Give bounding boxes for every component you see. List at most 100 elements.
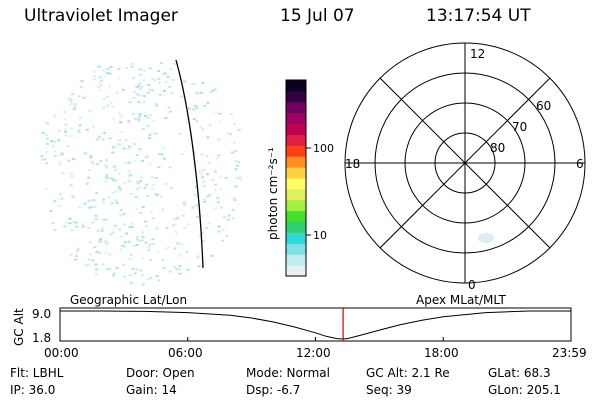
emission-pixel <box>69 101 73 104</box>
emission-pixel <box>130 222 134 225</box>
emission-pixel <box>82 96 86 99</box>
emission-pixel <box>148 67 152 70</box>
geographic-image <box>40 59 243 286</box>
emission-pixel <box>216 196 220 199</box>
emission-pixel <box>79 85 83 88</box>
emission-pixel <box>187 223 190 226</box>
emission-pixel <box>135 180 139 183</box>
emission-pixel <box>115 91 119 94</box>
emission-pixel <box>150 211 154 214</box>
emission-pixel <box>143 115 147 117</box>
info-dsp: Dsp: -6.7 <box>246 383 300 397</box>
emission-pixel <box>155 194 159 197</box>
emission-pixel <box>87 176 91 179</box>
emission-pixel <box>95 218 98 221</box>
emission-pixel <box>114 199 118 202</box>
emission-pixel <box>138 82 142 85</box>
emission-pixel <box>139 74 143 76</box>
colorbar: 100 10 photon cm⁻²s⁻¹ <box>266 79 334 277</box>
emission-pixel <box>83 202 87 205</box>
emission-pixel <box>88 253 92 256</box>
emission-pixel <box>198 92 202 95</box>
colorbar-cell <box>286 199 306 212</box>
emission-pixel <box>213 88 217 91</box>
emission-pixel <box>73 106 77 108</box>
colorbar-cell <box>286 188 306 201</box>
emission-pixel <box>57 140 61 143</box>
emission-pixel <box>142 69 146 72</box>
emission-pixel <box>105 72 109 75</box>
emission-pixel <box>201 176 205 179</box>
info-ip: IP: 36.0 <box>10 383 55 397</box>
emission-pixel <box>133 117 136 120</box>
emission-pixel <box>138 113 142 115</box>
emission-pixel <box>58 161 62 164</box>
emission-pixel <box>202 169 206 172</box>
emission-pixel <box>206 136 210 139</box>
emission-pixel <box>64 123 68 126</box>
emission-pixel <box>170 92 174 95</box>
emission-pixel <box>131 113 135 116</box>
emission-pixel <box>106 268 110 271</box>
emission-pixel <box>109 73 113 75</box>
emission-pixel <box>129 193 133 195</box>
emission-pixel <box>152 120 156 123</box>
emission-pixel <box>132 77 136 80</box>
emission-pixel <box>143 156 147 159</box>
emission-pixel <box>237 160 241 163</box>
emission-pixel <box>192 117 196 120</box>
emission-pixel <box>234 150 237 153</box>
emission-pixel <box>117 186 121 189</box>
emission-pixel <box>41 131 45 134</box>
info-gain: Gain: 14 <box>126 383 177 397</box>
emission-pixel <box>133 159 137 162</box>
emission-pixel <box>221 229 225 232</box>
emission-pixel <box>69 172 73 175</box>
emission-pixel <box>196 257 200 259</box>
emission-pixel <box>128 225 132 228</box>
emission-pixel <box>178 254 182 257</box>
emission-pixel <box>93 77 97 80</box>
emission-pixel <box>223 216 226 219</box>
emission-pixel <box>119 121 123 123</box>
xtick-label-2359: 23:59 <box>552 346 587 360</box>
emission-pixel <box>105 174 109 177</box>
gcalt-series-line <box>60 310 571 340</box>
emission-pixel <box>148 133 152 136</box>
emission-pixel <box>52 141 56 143</box>
emission-pixel <box>127 180 131 183</box>
emission-pixel <box>137 119 141 122</box>
emission-pixel <box>213 188 217 191</box>
emission-pixel <box>73 103 77 106</box>
emission-pixel <box>104 251 108 254</box>
emission-pixel <box>132 96 136 99</box>
emission-pixel <box>127 120 131 123</box>
emission-pixel <box>99 84 103 87</box>
emission-pixel <box>200 91 203 94</box>
emission-pixel <box>117 77 121 80</box>
emission-pixel <box>119 115 123 118</box>
emission-pixel <box>132 244 136 247</box>
emission-pixel <box>69 99 73 102</box>
emission-pixel <box>234 160 238 163</box>
emission-pixel <box>127 240 131 243</box>
emission-pixel <box>141 159 145 162</box>
emission-pixel <box>185 118 189 121</box>
emission-pixel <box>148 243 152 246</box>
emission-pixel <box>102 98 106 101</box>
emission-pixel <box>45 137 49 140</box>
emission-pixel <box>53 155 57 157</box>
emission-pixel <box>45 151 49 154</box>
emission-pixel <box>102 106 106 109</box>
emission-pixel <box>130 66 134 68</box>
emission-pixel <box>120 244 124 247</box>
emission-pixel <box>101 263 105 266</box>
ytick-label-9: 9.0 <box>32 307 51 321</box>
emission-pixel <box>172 266 176 268</box>
emission-pixel <box>202 180 206 183</box>
emission-pixel <box>136 182 140 185</box>
emission-pixel <box>207 222 211 225</box>
mlt-label-18: 18 <box>345 157 360 171</box>
emission-pixel <box>217 225 221 228</box>
emission-pixel <box>81 223 85 226</box>
